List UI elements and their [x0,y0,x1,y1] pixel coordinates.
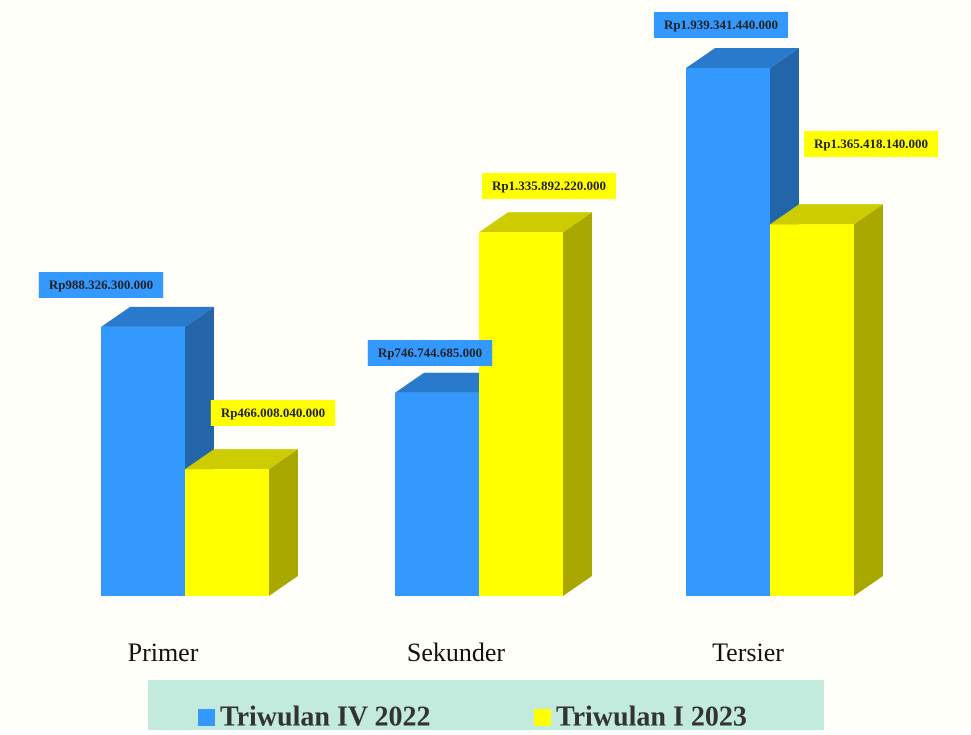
x-tick-label: Sekunder [407,638,506,667]
data-label-box [653,12,789,38]
bar-front [185,469,269,596]
data-label-box [803,131,939,157]
data-label: Rp746.744.685.000 [378,345,482,360]
data-label-box [38,272,164,298]
bar [101,306,214,596]
bar-front [770,224,854,596]
data-label: Rp1.939.341.440.000 [664,17,778,32]
legend-box [148,680,824,730]
bar [185,449,298,596]
x-tick-label: Tersier [712,638,784,667]
bar-front [395,392,479,596]
data-label-box [367,340,493,366]
bar-top [101,306,214,327]
bar-top [479,212,592,233]
data-label-box [481,173,617,199]
bar-top [770,204,883,225]
legend-swatch [198,709,215,726]
bar-front [479,232,563,596]
data-label-box [210,400,336,426]
legend-label: Triwulan IV 2022 [220,701,431,730]
bar-side [269,449,298,596]
legend-label: Triwulan I 2023 [556,701,747,730]
bar-side [563,212,592,596]
data-label: Rp1.335.892.220.000 [492,178,606,193]
bar [770,204,883,596]
data-label: Rp1.365.418.140.000 [814,136,928,151]
bar [479,212,592,596]
bar-front [101,326,185,596]
legend-swatch [534,709,551,726]
data-label: Rp466.008.040.000 [221,405,325,420]
data-label: Rp988.326.300.000 [49,277,153,292]
x-tick-label: Primer [128,638,199,667]
bar-front [686,68,770,596]
bar-side [854,204,883,596]
bar-top [686,48,799,68]
bar-top [185,449,298,470]
